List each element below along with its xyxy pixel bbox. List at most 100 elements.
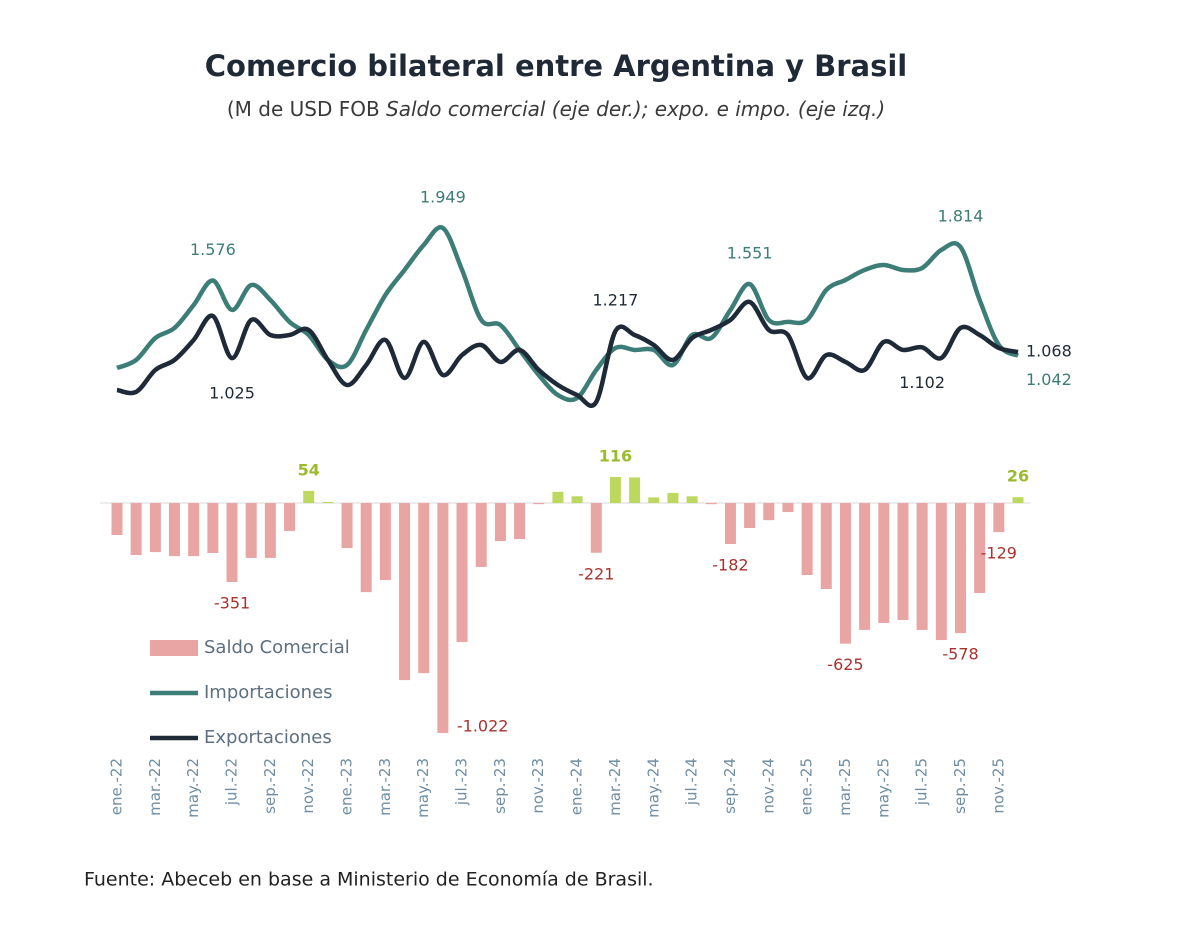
bar xyxy=(859,503,871,630)
bar xyxy=(322,501,334,504)
x-tick-label: mar.-22 xyxy=(146,758,164,816)
legend-label: Exportaciones xyxy=(204,727,332,748)
bar-value-label: -129 xyxy=(981,544,1017,563)
bar xyxy=(111,503,123,535)
bar xyxy=(456,503,468,643)
x-tick-label: jul.-23 xyxy=(453,758,471,806)
bar xyxy=(207,503,219,553)
bar xyxy=(399,503,411,681)
bar xyxy=(533,503,545,505)
bar xyxy=(974,503,986,594)
legend-label: Saldo Comercial xyxy=(204,637,350,658)
bar xyxy=(935,503,947,641)
line-value-label: 1.814 xyxy=(938,206,984,225)
bar xyxy=(801,503,813,576)
x-tick-label: jul.-22 xyxy=(223,758,241,806)
x-tick-label: may.-23 xyxy=(414,758,432,818)
chart-title: Comercio bilateral entre Argentina y Bra… xyxy=(205,49,908,83)
bar xyxy=(494,503,506,542)
chart-subtitle: (M de USD FOB Saldo comercial (eje der.)… xyxy=(227,97,885,121)
bar xyxy=(341,503,353,549)
line-value-label: 1.551 xyxy=(727,244,773,263)
bar xyxy=(897,503,909,621)
bar xyxy=(245,503,257,558)
bar xyxy=(878,503,890,623)
bar xyxy=(993,503,1005,533)
bar xyxy=(437,503,449,733)
x-tick-label: sep.-25 xyxy=(951,758,969,814)
bar xyxy=(954,503,966,634)
bar-value-label: 116 xyxy=(599,446,632,465)
bar xyxy=(188,503,200,557)
x-tick-label: sep.-22 xyxy=(261,758,279,814)
bar xyxy=(418,503,430,674)
bar-value-label: -625 xyxy=(827,655,863,674)
bar-value-label: -182 xyxy=(712,555,748,574)
bar xyxy=(552,491,564,504)
bar xyxy=(284,503,296,531)
bar xyxy=(514,503,526,540)
x-tick-label: jul.-25 xyxy=(913,758,931,806)
bar xyxy=(379,503,391,580)
line-value-label: 1.042 xyxy=(1026,370,1072,389)
x-tick-label: sep.-24 xyxy=(721,758,739,814)
bar xyxy=(590,503,602,553)
bar xyxy=(667,492,679,504)
bar xyxy=(1012,497,1024,504)
bar xyxy=(130,503,142,556)
x-tick-label: nov.-24 xyxy=(759,758,777,814)
bar-value-label: -221 xyxy=(578,564,614,583)
x-tick-label: mar.-25 xyxy=(836,758,854,816)
bar xyxy=(705,503,717,505)
x-tick-label: may.-24 xyxy=(644,758,662,818)
bar xyxy=(169,503,181,557)
bar xyxy=(226,503,238,583)
bar xyxy=(571,496,583,504)
bar xyxy=(724,503,736,544)
x-tick-label: nov.-22 xyxy=(299,758,317,814)
line-value-label: 1.949 xyxy=(420,187,466,206)
bar-value-label: -578 xyxy=(942,645,978,664)
bar xyxy=(648,497,660,504)
bar-value-label: 54 xyxy=(298,460,320,479)
x-tick-label: ene.-22 xyxy=(108,758,126,815)
x-tick-label: nov.-23 xyxy=(529,758,547,814)
line xyxy=(116,299,1019,408)
source: Fuente: Abeceb en base a Ministerio de E… xyxy=(84,869,654,891)
x-tick-label: sep.-23 xyxy=(491,758,509,814)
x-tick-label: nov.-25 xyxy=(989,758,1007,814)
line-value-label: 1.102 xyxy=(899,373,945,392)
bar-value-label: -1.022 xyxy=(457,716,509,735)
subtitle-part: Saldo comercial (eje der.); expo. e impo… xyxy=(386,97,885,121)
subtitle-part: (M de USD FOB xyxy=(227,97,380,121)
bar xyxy=(629,477,641,504)
line-value-label: 1.025 xyxy=(209,384,255,403)
bar xyxy=(820,503,832,589)
x-tick-label: may.-22 xyxy=(184,758,202,818)
x-tick-label: mar.-23 xyxy=(376,758,394,816)
bar xyxy=(303,490,315,504)
line-value-label: 1.068 xyxy=(1026,342,1072,361)
line-value-label: 1.576 xyxy=(190,240,236,259)
x-tick-label: ene.-25 xyxy=(798,758,816,815)
legend-swatch xyxy=(150,640,198,656)
bar xyxy=(686,496,698,504)
bar xyxy=(475,503,487,567)
bar xyxy=(744,503,756,529)
x-tick-label: ene.-23 xyxy=(338,758,356,815)
x-tick-label: ene.-24 xyxy=(568,758,586,815)
x-tick-label: jul.-24 xyxy=(683,758,701,806)
bar xyxy=(264,503,276,558)
legend-label: Importaciones xyxy=(204,682,333,703)
x-tick-label: mar.-24 xyxy=(606,758,624,816)
bar-value-label: -351 xyxy=(214,594,250,613)
line xyxy=(116,225,1020,403)
bar xyxy=(839,503,851,644)
bar xyxy=(609,476,621,504)
bar xyxy=(149,503,161,553)
bar xyxy=(360,503,372,593)
bar xyxy=(763,503,775,521)
line-value-label: 1.217 xyxy=(593,291,639,310)
bar xyxy=(916,503,928,630)
